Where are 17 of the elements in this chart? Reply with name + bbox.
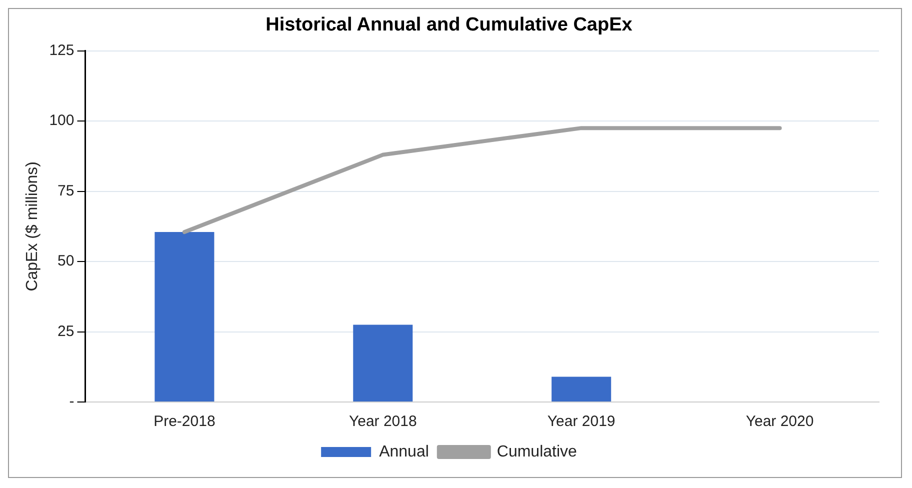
y-tick-label: 100 (49, 112, 74, 130)
legend-label: Annual (379, 443, 429, 460)
bar (154, 232, 214, 402)
y-tick-label: 75 (58, 182, 74, 200)
chart-title: Historical Annual and Cumulative CapEx (266, 14, 633, 36)
legend-label: Cumulative (496, 443, 578, 460)
x-tick-label: Pre-2018 (154, 413, 216, 430)
bar (552, 376, 612, 402)
y-tick-label: 25 (58, 322, 74, 340)
bar (353, 324, 413, 402)
x-tick-label: Year 2020 (746, 413, 814, 430)
y-tick-label: - (69, 393, 74, 410)
x-tick-label: Year 2019 (547, 413, 616, 430)
y-tick-label: 50 (58, 252, 74, 270)
x-tick-label: Year 2018 (348, 413, 417, 430)
y-axis-title: CapEx ($ millions) (24, 161, 42, 292)
y-tick-label: 125 (49, 42, 74, 59)
